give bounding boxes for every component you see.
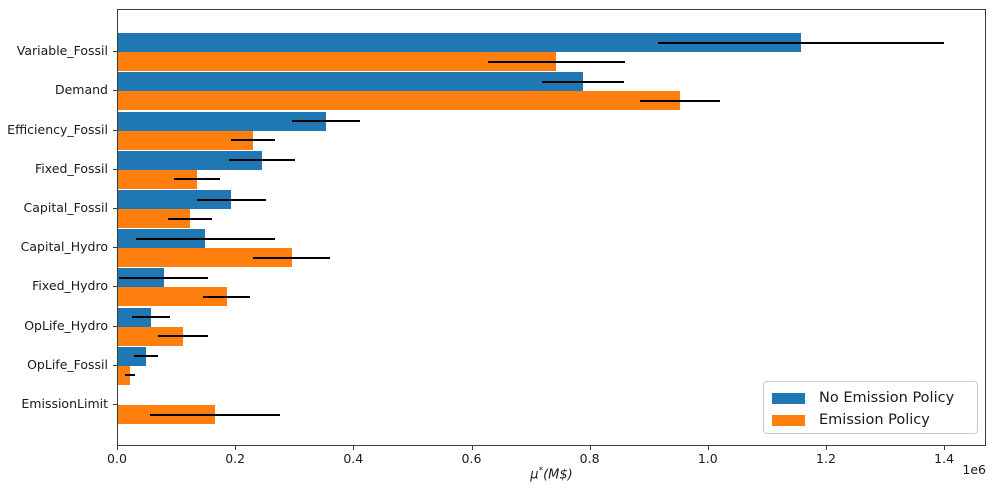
error-bar: [228, 159, 295, 162]
y-tick-mark: [113, 286, 117, 288]
error-bar: [487, 60, 625, 63]
bar: [118, 72, 583, 92]
bar: [118, 365, 130, 385]
bar: [118, 209, 191, 229]
x-tick-mark: [826, 446, 827, 450]
error-bar: [173, 178, 220, 181]
error-bar: [542, 81, 624, 83]
bar: [118, 287, 227, 307]
legend-swatch-no-emission-policy: [772, 392, 805, 404]
category-tick-label: Capital_Fossil: [23, 200, 108, 216]
error-bar: [291, 120, 361, 123]
error-bar: [253, 256, 331, 259]
category-tick-label: Fixed_Fossil: [34, 160, 108, 176]
category-tick-label: EmissionLimit: [21, 396, 108, 411]
x-tick-label: 0.8: [579, 451, 600, 466]
bar: [118, 248, 292, 268]
category-tick-label: Efficiency_Fossil: [7, 121, 108, 137]
x-tick-mark: [471, 446, 473, 450]
error-bar: [168, 217, 212, 220]
bar: [118, 346, 146, 366]
y-tick-mark: [113, 51, 117, 53]
error-bar: [157, 335, 209, 338]
bar: [118, 91, 680, 111]
bar: [118, 169, 197, 189]
legend-item-no-emission-policy: No Emission Policy: [772, 387, 967, 409]
x-tick-mark: [235, 446, 237, 450]
legend-item-emission-policy: Emission Policy: [772, 409, 967, 431]
error-bar: [135, 237, 276, 240]
bar: [118, 52, 557, 72]
y-tick-mark: [113, 404, 117, 405]
bar: [118, 190, 232, 210]
plot-area: No Emission Policy Emission Policy: [117, 9, 986, 446]
x-tick-label: 1.2: [816, 451, 836, 466]
x-tick-label: 0.2: [225, 451, 246, 466]
legend-swatch-emission-policy: [772, 414, 805, 426]
error-bar: [203, 295, 251, 298]
x-tick-mark: [707, 446, 709, 450]
x-tick-label: 1.4: [934, 451, 955, 466]
y-tick-mark: [113, 90, 117, 92]
bar: [118, 111, 326, 131]
error-bar: [639, 100, 720, 102]
x-axis-label-sup: *: [538, 466, 544, 476]
y-tick-mark: [113, 247, 117, 249]
x-axis-label-mu: μ: [530, 467, 539, 483]
legend: No Emission Policy Emission Policy: [763, 381, 978, 434]
error-bar: [231, 139, 276, 142]
category-tick-label: OpLife_Fossil: [27, 356, 108, 372]
error-bar: [125, 374, 135, 377]
x-axis-offset-label: 1e6: [962, 462, 986, 477]
x-tick-mark: [944, 446, 946, 450]
x-tick-label: 0.6: [461, 451, 482, 466]
error-bar: [132, 316, 170, 319]
x-tick-label: 0.4: [343, 451, 364, 466]
x-tick-mark: [353, 446, 355, 450]
bar: [118, 130, 254, 150]
y-tick-mark: [113, 364, 117, 366]
error-bar: [149, 413, 280, 416]
category-tick-label: Capital_Hydro: [20, 239, 108, 255]
x-tick-mark: [589, 446, 591, 450]
error-bar: [134, 355, 158, 358]
error-bar: [196, 198, 267, 201]
y-tick-mark: [113, 208, 117, 210]
category-tick-label: OpLife_Hydro: [24, 317, 108, 333]
error-bar: [118, 276, 209, 279]
x-axis-label: μ*(M$): [117, 466, 986, 482]
bar: [118, 33, 801, 53]
error-bar: [658, 41, 944, 44]
x-tick-label: 0.0: [107, 451, 127, 466]
y-tick-mark: [113, 168, 117, 170]
bar: [118, 150, 262, 170]
category-tick-label: Demand: [54, 82, 108, 98]
category-tick-label: Fixed_Hydro: [32, 278, 108, 294]
legend-label-emission-policy: Emission Policy: [819, 412, 930, 428]
x-tick-mark: [117, 446, 118, 450]
bar: [118, 326, 183, 346]
x-tick-label: 1.0: [697, 451, 718, 466]
legend-label-no-emission-policy: No Emission Policy: [819, 390, 955, 406]
y-tick-mark: [113, 129, 117, 131]
category-tick-label: Variable_Fossil: [16, 43, 108, 59]
y-tick-mark: [113, 325, 117, 327]
x-axis-label-unit: (M$): [543, 467, 573, 483]
